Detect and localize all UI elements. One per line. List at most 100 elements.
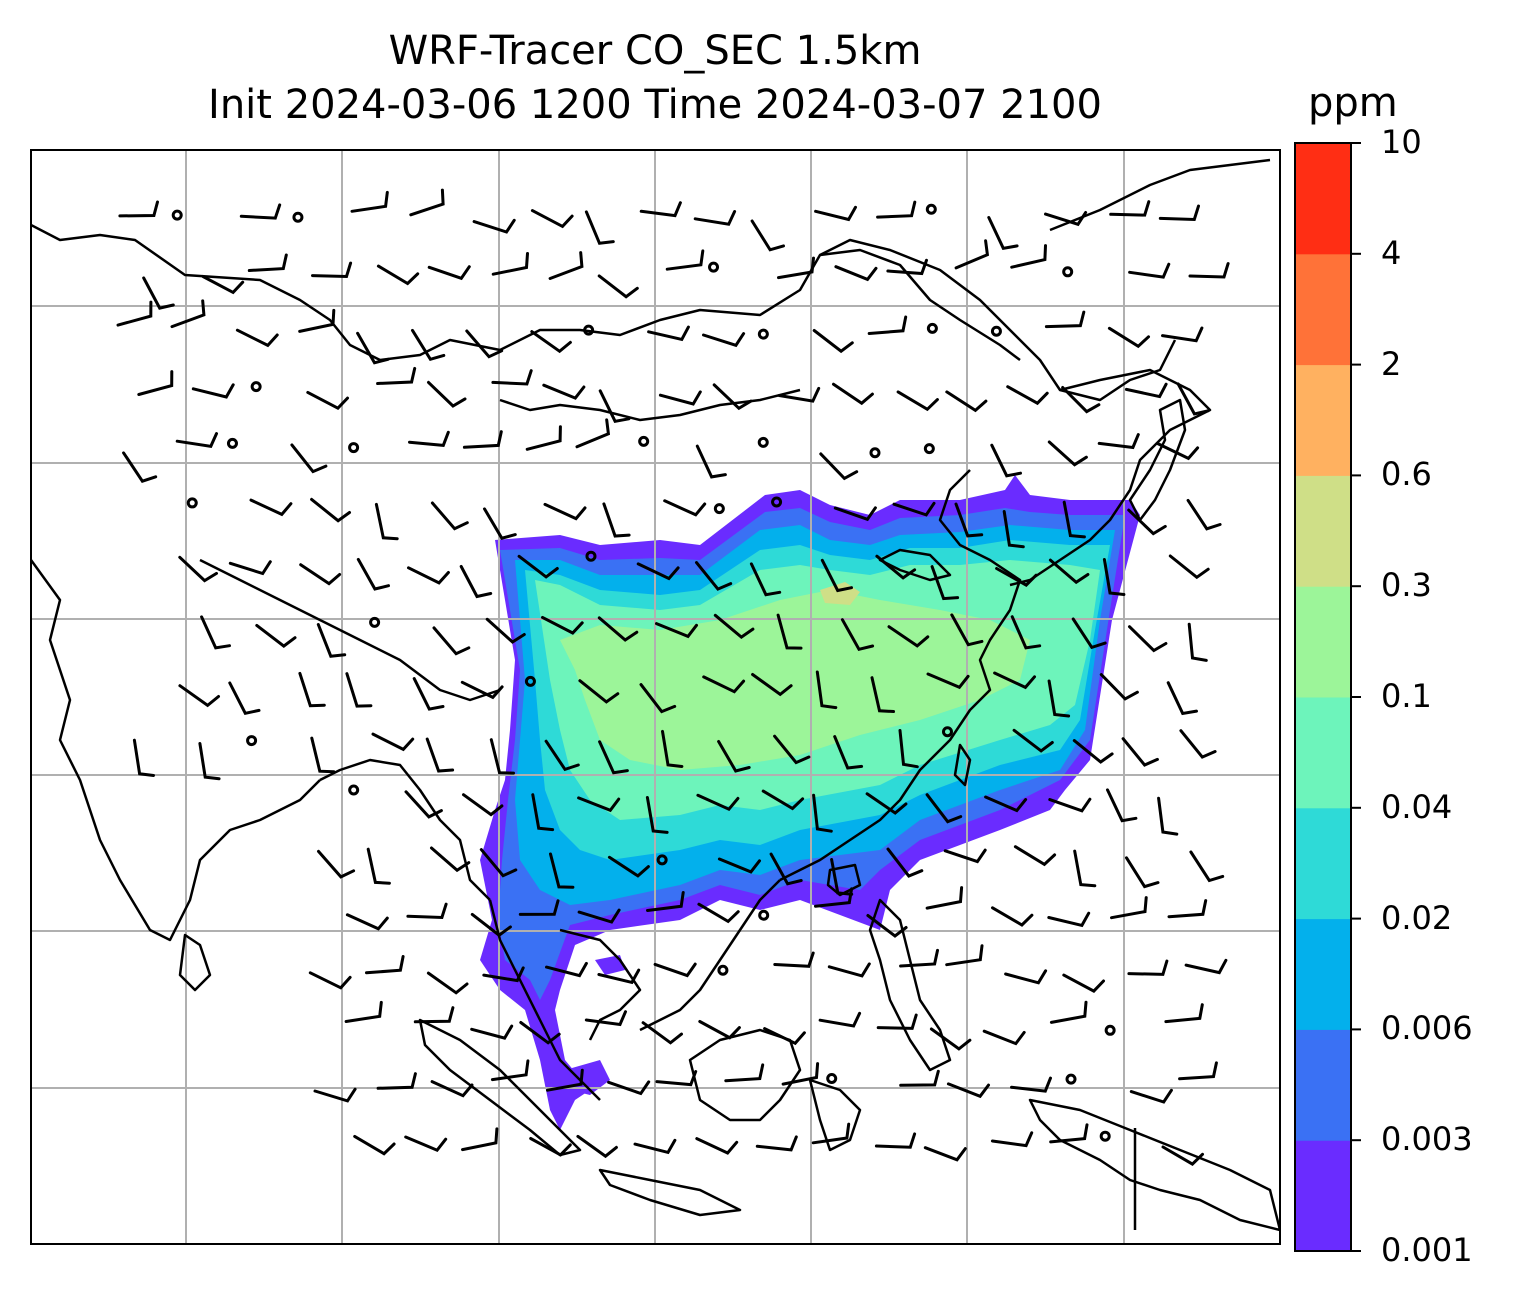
map-frame	[30, 149, 1281, 1245]
wind-barb	[1044, 310, 1086, 329]
wind-barb	[702, 675, 746, 694]
wind-barb	[875, 554, 917, 580]
calm-marker	[583, 324, 595, 336]
wind-barb	[470, 912, 512, 938]
wind-barb	[1071, 617, 1107, 650]
mongolia-south-border	[499, 388, 801, 422]
colorbar-band	[1295, 586, 1351, 698]
wind-barb	[1097, 433, 1140, 450]
wind-barb	[702, 332, 746, 348]
wind-barb	[655, 622, 698, 639]
wind-barb	[350, 190, 389, 213]
wind-barb	[899, 1069, 940, 1087]
wind-barb	[954, 239, 990, 270]
wind-barb	[430, 501, 469, 531]
wind-barb	[298, 671, 326, 708]
wind-barb	[345, 913, 389, 931]
wind-barb	[432, 626, 471, 656]
wind-barb	[584, 210, 615, 245]
wind-barb	[607, 1080, 651, 1096]
wind-barb	[1164, 1003, 1204, 1024]
colorbar-band	[1295, 1029, 1351, 1141]
colorbar-band	[1295, 1140, 1351, 1252]
wind-barb	[886, 847, 924, 878]
wind-barb	[945, 390, 988, 413]
wind-barb	[142, 276, 175, 310]
wind-barb	[1157, 796, 1179, 836]
wind-barb	[876, 1013, 918, 1030]
wind-barb	[411, 328, 446, 362]
wind-barb	[530, 330, 572, 354]
russia-border	[819, 238, 1177, 402]
wind-barb	[830, 858, 854, 896]
wind-barb	[247, 253, 288, 272]
wind-barb	[517, 554, 559, 579]
wind-barb	[1010, 1076, 1052, 1093]
tracer-level-6	[560, 590, 1030, 770]
calm-marker	[1065, 1073, 1077, 1085]
wind-barb	[597, 616, 639, 642]
wind-barb	[639, 683, 677, 714]
wind-barb	[1106, 788, 1138, 823]
colorbar-tick-label: 0.001	[1381, 1231, 1473, 1269]
wind-barb	[990, 1131, 1034, 1148]
calm-marker	[941, 726, 953, 738]
wind-barb	[1048, 558, 1090, 585]
wind-barb	[870, 676, 895, 713]
wind-barb	[1110, 896, 1148, 920]
wind-barb	[407, 566, 450, 585]
wind-barb	[298, 308, 336, 333]
wind-barb	[465, 329, 504, 359]
gulf-of-thailand	[559, 928, 642, 1041]
colorbar-band	[1295, 364, 1351, 476]
colorbar-band	[1295, 697, 1351, 809]
wind-barb	[1187, 622, 1208, 662]
wind-barb	[1010, 615, 1042, 650]
wind-barb	[376, 264, 420, 286]
wind-barb	[530, 209, 574, 229]
wind-barb	[299, 563, 342, 586]
wind-barb	[344, 1000, 383, 1023]
wind-barb	[545, 961, 588, 978]
sulawesi	[808, 1078, 862, 1152]
wind-barb	[1102, 558, 1126, 596]
wind-barb	[310, 736, 336, 774]
wind-barb	[1099, 673, 1139, 701]
map-subtitle: Init 2024-03-06 1200 Time 2024-03-07 210…	[208, 82, 1102, 128]
wind-barb	[376, 366, 417, 385]
wind-barb	[310, 497, 351, 523]
northeast-coast	[1049, 158, 1271, 232]
wind-barb	[404, 1135, 448, 1153]
calm-marker	[1104, 1024, 1116, 1036]
wind-barb	[991, 906, 1034, 927]
wind-barb	[661, 729, 684, 768]
calm-marker	[757, 436, 769, 448]
wind-barb	[814, 205, 857, 222]
wind-barb	[1186, 498, 1222, 531]
wind-barb	[518, 899, 560, 916]
wind-barb	[479, 848, 518, 878]
wind-barb	[483, 507, 517, 540]
colorbar-tick-label: 0.3	[1381, 566, 1432, 605]
wind-barb	[929, 1027, 972, 1051]
wind-barb	[200, 615, 231, 650]
wind-barb	[1188, 262, 1230, 279]
wind-barb	[1047, 679, 1071, 718]
wind-barb	[490, 1059, 530, 1082]
wind-barb	[750, 219, 785, 252]
wind-barb	[636, 562, 680, 581]
wind-barb	[1178, 1061, 1218, 1081]
wind-barb	[365, 955, 405, 975]
wind-barb	[833, 735, 864, 770]
colorbar-tick-label: 0.02	[1381, 898, 1453, 937]
wind-barb	[1129, 1088, 1173, 1104]
wind-barb	[832, 382, 874, 406]
wind-barb	[776, 613, 803, 650]
calm-marker	[171, 209, 183, 221]
wind-barb	[930, 565, 960, 601]
tracer-scattered-patch	[595, 955, 625, 975]
wind-barb	[427, 265, 471, 281]
calm-marker	[826, 1073, 838, 1085]
taiwan	[953, 743, 972, 787]
wind-barb	[1004, 969, 1048, 985]
